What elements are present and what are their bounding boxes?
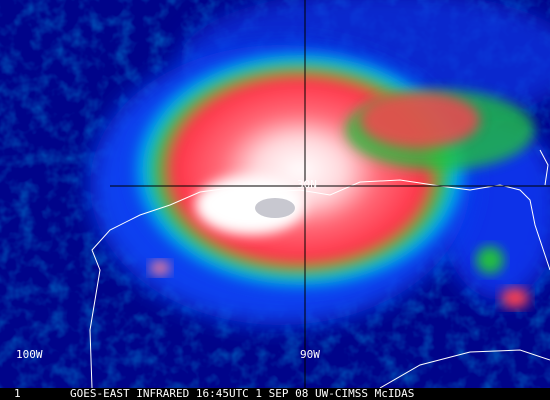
longitude-label: 90W [300,348,320,361]
latitude-label: 30N [297,178,317,191]
core [195,175,305,235]
longitude-label: 100W [16,348,43,361]
coastline [89,149,550,389]
coast [89,179,550,389]
frame-number: 1 [14,387,21,400]
cell [150,261,170,275]
caption: GOES-EAST INFRARED 16:45UTC 1 SEP 08 UW-… [70,387,414,400]
coast [379,349,550,389]
cell [501,288,529,308]
band [360,92,480,148]
coast [539,149,549,186]
cell [476,246,504,274]
hurricane [125,45,475,295]
eye [255,198,295,218]
footer-bar [0,388,550,400]
